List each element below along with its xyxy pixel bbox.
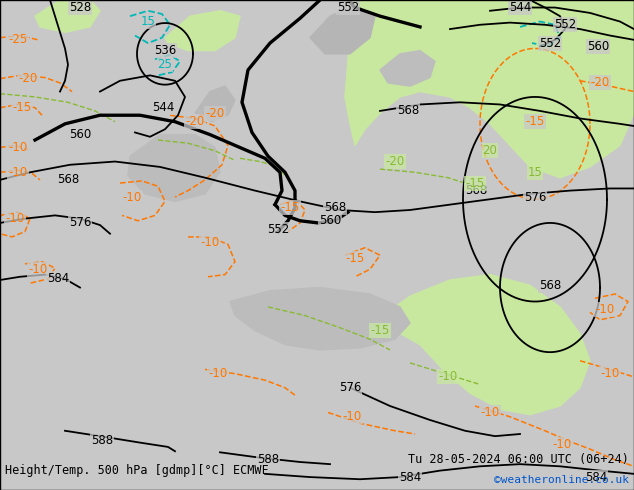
Text: 552: 552 bbox=[267, 223, 289, 236]
Text: -15: -15 bbox=[280, 201, 300, 214]
Text: -10: -10 bbox=[5, 212, 25, 225]
Text: -15: -15 bbox=[346, 252, 365, 265]
Text: -15: -15 bbox=[526, 115, 545, 128]
Text: -10: -10 bbox=[438, 370, 458, 383]
Text: ©weatheronline.co.uk: ©weatheronline.co.uk bbox=[494, 475, 629, 485]
Text: -10: -10 bbox=[600, 367, 619, 380]
Text: -10: -10 bbox=[122, 191, 141, 203]
Text: 560: 560 bbox=[587, 40, 609, 53]
Text: 576: 576 bbox=[339, 381, 361, 394]
Text: 568: 568 bbox=[465, 184, 487, 197]
Text: 15: 15 bbox=[527, 166, 543, 179]
Polygon shape bbox=[345, 0, 634, 178]
Polygon shape bbox=[310, 5, 375, 54]
Polygon shape bbox=[165, 11, 240, 50]
Text: -20: -20 bbox=[385, 155, 404, 168]
Polygon shape bbox=[230, 288, 410, 350]
Text: 20: 20 bbox=[482, 144, 498, 157]
Text: -10: -10 bbox=[481, 406, 500, 419]
Polygon shape bbox=[380, 50, 435, 86]
Text: 584: 584 bbox=[585, 470, 607, 484]
Text: -25: -25 bbox=[8, 33, 28, 47]
Text: 568: 568 bbox=[539, 279, 561, 292]
Polygon shape bbox=[128, 135, 220, 201]
Text: 584: 584 bbox=[47, 272, 69, 285]
Text: -10: -10 bbox=[29, 263, 48, 276]
Text: Tu 28-05-2024 06:00 UTC (06+24): Tu 28-05-2024 06:00 UTC (06+24) bbox=[408, 453, 629, 466]
Text: 528: 528 bbox=[69, 1, 91, 14]
Text: 544: 544 bbox=[152, 101, 174, 114]
Polygon shape bbox=[380, 274, 590, 415]
Text: -10: -10 bbox=[595, 303, 614, 316]
Text: -20: -20 bbox=[590, 76, 610, 89]
Text: 544: 544 bbox=[509, 1, 531, 14]
Text: -10: -10 bbox=[209, 367, 228, 380]
Text: -15: -15 bbox=[13, 101, 32, 114]
Text: 25: 25 bbox=[158, 58, 172, 71]
Text: 552: 552 bbox=[539, 37, 561, 49]
Polygon shape bbox=[35, 0, 100, 32]
Text: -20: -20 bbox=[185, 115, 205, 128]
Text: -15: -15 bbox=[465, 176, 484, 190]
Text: 584: 584 bbox=[399, 470, 421, 484]
Text: 560: 560 bbox=[69, 128, 91, 141]
Text: 560: 560 bbox=[319, 214, 341, 227]
Text: 552: 552 bbox=[337, 1, 359, 14]
Text: 552: 552 bbox=[554, 18, 576, 31]
Text: 576: 576 bbox=[69, 217, 91, 229]
Polygon shape bbox=[195, 86, 235, 122]
Text: -10: -10 bbox=[8, 166, 28, 179]
Text: 568: 568 bbox=[397, 104, 419, 118]
Text: 568: 568 bbox=[57, 173, 79, 186]
Text: 15: 15 bbox=[141, 15, 155, 28]
Text: 588: 588 bbox=[91, 434, 113, 447]
Text: 576: 576 bbox=[524, 191, 546, 203]
Text: 536: 536 bbox=[154, 44, 176, 57]
Text: -15: -15 bbox=[370, 324, 390, 337]
Text: -10: -10 bbox=[8, 141, 28, 154]
Text: 568: 568 bbox=[324, 201, 346, 214]
Text: -10: -10 bbox=[552, 438, 572, 451]
Text: 588: 588 bbox=[257, 453, 279, 466]
Text: -20: -20 bbox=[205, 107, 224, 120]
Text: -10: -10 bbox=[200, 236, 219, 249]
Text: Height/Temp. 500 hPa [gdmp][°C] ECMWF: Height/Temp. 500 hPa [gdmp][°C] ECMWF bbox=[5, 464, 269, 477]
Text: -10: -10 bbox=[342, 410, 361, 423]
Text: -20: -20 bbox=[18, 72, 37, 85]
